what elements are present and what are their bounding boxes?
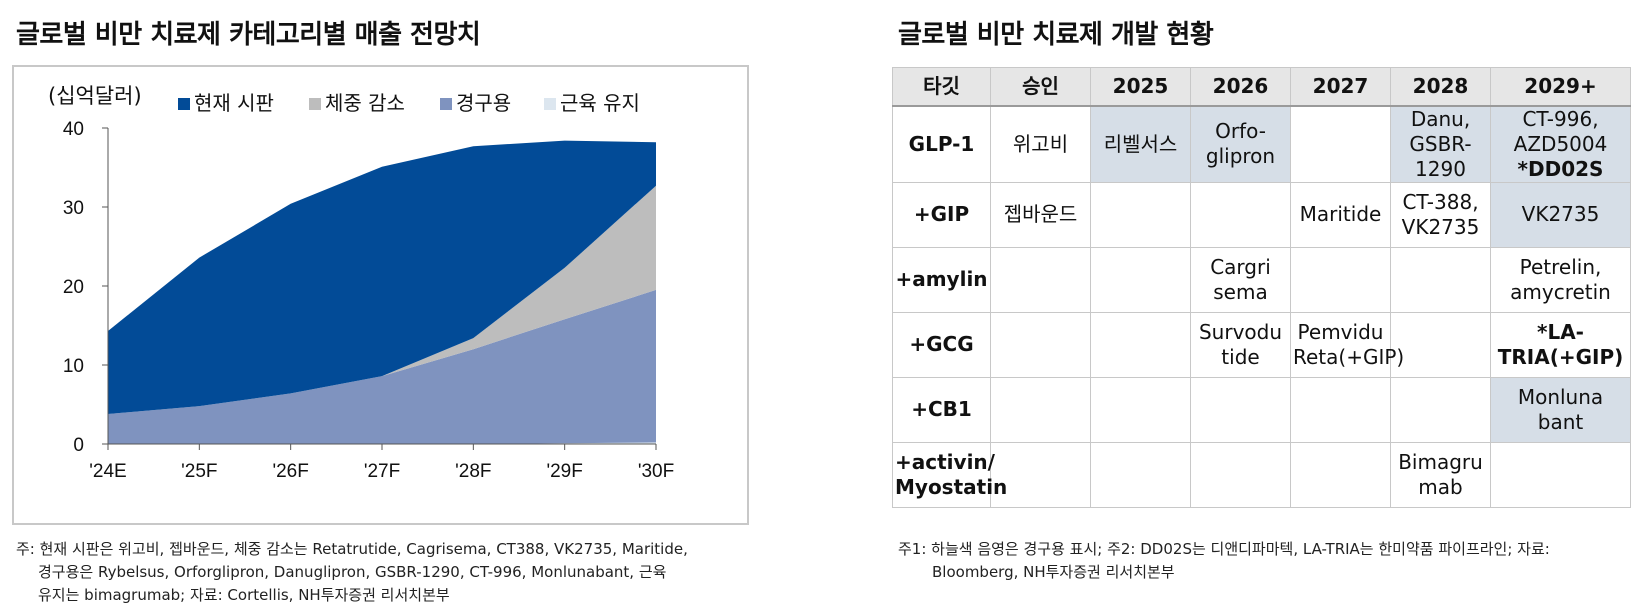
table-cell: 젭바운드 xyxy=(990,181,1091,248)
table-cell: CT-996, AZD5004 *DD02S xyxy=(1490,105,1631,183)
table-cell xyxy=(1290,105,1391,183)
table-title: 글로벌 비만 치료제 개발 현황 xyxy=(898,20,1214,50)
table-cell: *LA- TRIA(+GIP) xyxy=(1490,311,1631,378)
legend-label: 경구용 xyxy=(456,91,511,115)
table-row: GLP-1 위고비 리벨서스 Orfo- glipron Danu, GSBR- 129… xyxy=(892,105,1631,183)
development-status-table: 타깃 승인 2025 2026 2027 2028 2029+ GLP-1 위고비 리벨서스 Or… xyxy=(892,67,1631,508)
table-cell: CT-388, VK2735 xyxy=(1390,181,1491,248)
table-footnote-line1: 주1: 하늘색 음영은 경구용 표시; 주2: DD02S는 디앤디파마텍, L… xyxy=(898,540,1550,558)
table-cell xyxy=(1390,376,1491,443)
table-footnote: 주1: 하늘색 음영은 경구용 표시; 주2: DD02S는 디앤디파마텍, L… xyxy=(898,538,1628,584)
x-tick-label: '25F xyxy=(181,461,217,482)
chart-footnote-line3: 유지는 bimagrumab; 자료: Cortellis, NH투자증권 리서… xyxy=(38,586,450,604)
y-tick-label: 0 xyxy=(73,435,84,456)
table-cell: 위고비 xyxy=(990,105,1091,183)
table-cell xyxy=(990,246,1091,313)
legend-swatch xyxy=(309,98,321,110)
chart-footnote-line2: 경구용은 Rybelsus, Orforglipron, Danuglipron… xyxy=(38,563,667,581)
table-row: +amylin Cargri sema Petrelin, amycretin xyxy=(892,246,1631,313)
table-cell xyxy=(990,376,1091,443)
table-cell xyxy=(990,441,1091,508)
row-target-label: +GIP xyxy=(892,181,991,248)
table-cell xyxy=(1290,376,1391,443)
table-cell xyxy=(1190,181,1291,248)
chart-frame: 0 10 20 30 40 '24E '25F '26F '27F '28F '29F '30F (십억… xyxy=(12,65,749,525)
table-cell: Pemvidu Reta(+GIP) xyxy=(1290,311,1404,378)
table-cell xyxy=(1490,441,1631,508)
table-cell xyxy=(1290,246,1391,313)
x-tick-label: '29F xyxy=(546,461,582,482)
row-target-label: +CB1 xyxy=(892,376,991,443)
chart-title: 글로벌 비만 치료제 카테고리별 매출 전망치 xyxy=(16,20,481,50)
area-series-경구용 xyxy=(108,289,656,444)
table-footnote-line2: Bloomberg, NH투자증권 리서치본부 xyxy=(932,563,1175,581)
y-tick-label: 40 xyxy=(63,119,84,140)
x-tick-label: '30F xyxy=(638,461,674,482)
table-cell: Petrelin, amycretin xyxy=(1490,246,1631,313)
table-cell: Survodu tide xyxy=(1190,311,1291,378)
column-header: 2029+ xyxy=(1490,67,1631,107)
table-cell: Cargri sema xyxy=(1190,246,1291,313)
y-unit-label: (십억달러) xyxy=(48,84,142,108)
table-cell xyxy=(1190,441,1291,508)
table-cell xyxy=(1090,311,1191,378)
chart-footnote: 주: 현재 시판은 위고비, 젭바운드, 체중 감소는 Retatrutide,… xyxy=(16,538,756,605)
table-row: +GIP 젭바운드 Maritide CT-388, VK2735 VK2735 xyxy=(892,181,1631,248)
row-target-label: +activin/ Myostatin xyxy=(892,441,1007,508)
table-cell: Maritide xyxy=(1290,181,1391,248)
column-header: 2028 xyxy=(1390,67,1491,107)
table-cell xyxy=(990,311,1091,378)
legend-label: 체중 감소 xyxy=(325,91,405,115)
column-header: 타깃 xyxy=(892,67,991,107)
table-cell xyxy=(1090,181,1191,248)
table-cell xyxy=(1190,376,1291,443)
row-target-label: GLP-1 xyxy=(892,105,991,183)
table-cell xyxy=(1090,246,1191,313)
column-header: 2027 xyxy=(1290,67,1391,107)
table-cell: VK2735 xyxy=(1490,181,1631,248)
y-tick-label: 20 xyxy=(63,277,84,298)
x-tick-label: '24E xyxy=(89,461,126,482)
row-target-label: +GCG xyxy=(892,311,991,378)
legend-swatch xyxy=(440,98,452,110)
table-header-row: 타깃 승인 2025 2026 2027 2028 2029+ xyxy=(892,67,1631,107)
table-cell: Orfo- glipron xyxy=(1190,105,1291,183)
table-cell xyxy=(1390,311,1491,378)
table-cell: Danu, GSBR- 1290 xyxy=(1390,105,1491,183)
chart-footnote-line1: 주: 현재 시판은 위고비, 젭바운드, 체중 감소는 Retatrutide,… xyxy=(16,540,688,558)
column-header: 2026 xyxy=(1190,67,1291,107)
column-header: 2025 xyxy=(1090,67,1191,107)
table-cell xyxy=(1090,376,1191,443)
area-series-현재-시판 xyxy=(108,140,656,414)
table-cell: Bimagru mab xyxy=(1390,441,1491,508)
table-cell: Monluna bant xyxy=(1490,376,1631,443)
legend-swatch xyxy=(178,98,190,110)
table-row: +CB1 Monluna bant xyxy=(892,376,1631,443)
x-tick-label: '28F xyxy=(455,461,491,482)
legend-label: 현재 시판 xyxy=(194,91,274,115)
x-tick-label: '27F xyxy=(364,461,400,482)
table-cell xyxy=(1090,441,1191,508)
table-row: +GCG Survodu tide Pemvidu Reta(+GIP) *LA- T… xyxy=(892,311,1631,378)
area-series-체중-감소 xyxy=(108,185,656,414)
table-cell: 리벨서스 xyxy=(1090,105,1191,183)
table-cell xyxy=(1390,246,1491,313)
table-row: +activin/ Myostatin Bimagru mab xyxy=(892,441,1631,508)
legend-label: 근육 유지 xyxy=(560,91,640,115)
row-target-label: +amylin xyxy=(892,246,991,313)
legend-swatch xyxy=(544,98,556,110)
table-cell xyxy=(1290,441,1391,508)
x-tick-label: '26F xyxy=(272,461,308,482)
y-tick-label: 30 xyxy=(63,198,84,219)
column-header: 승인 xyxy=(990,67,1091,107)
area-chart: 0 10 20 30 40 '24E '25F '26F '27F '28F '29F '30F (십억… xyxy=(48,84,674,482)
y-tick-label: 10 xyxy=(63,356,84,377)
